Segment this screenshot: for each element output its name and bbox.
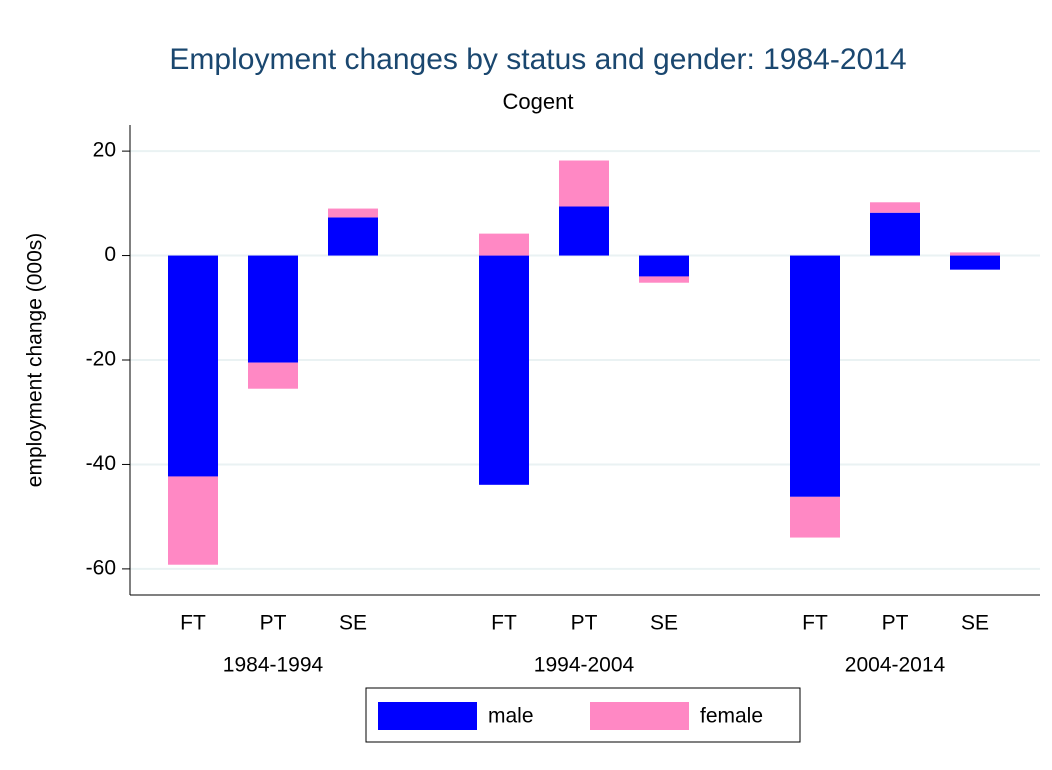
x-tick-label: PT (571, 612, 598, 635)
legend-label: female (700, 705, 763, 728)
bar (168, 476, 218, 565)
legend-swatch (378, 702, 477, 730)
x-tick-label: FT (180, 612, 206, 635)
y-tick-label: -40 (86, 452, 116, 475)
chart-subtitle: Cogent (503, 89, 574, 114)
bar (790, 496, 840, 538)
y-tick-label: 20 (93, 139, 116, 162)
x-tick-label: FT (491, 612, 517, 635)
bar (479, 255, 529, 485)
y-tick-label: -20 (86, 348, 116, 371)
y-axis-label: employment change (000s) (24, 233, 47, 487)
bar (559, 206, 609, 256)
legend-label: male (488, 705, 534, 728)
bar (248, 255, 298, 363)
bar (479, 233, 529, 256)
x-tick-label: FT (802, 612, 828, 635)
bar (639, 276, 689, 283)
x-tick-label: SE (650, 612, 678, 635)
bar (870, 212, 920, 256)
group-label: 1984-1994 (223, 654, 324, 677)
group-label: 1994-2004 (534, 654, 635, 677)
bar (870, 202, 920, 213)
bar (328, 208, 378, 218)
x-tick-label: SE (961, 612, 989, 635)
y-tick-label: 0 (104, 243, 116, 266)
y-tick-label: -60 (86, 556, 116, 579)
chart-title: Employment changes by status and gender:… (169, 43, 906, 76)
bar (248, 362, 298, 389)
bar (559, 160, 609, 207)
bar (950, 255, 1000, 270)
legend-swatch (590, 702, 689, 730)
bar (168, 255, 218, 477)
bar (790, 255, 840, 497)
bar (328, 217, 378, 256)
bar (950, 252, 1000, 256)
x-tick-label: SE (339, 612, 367, 635)
bar (639, 255, 689, 277)
group-label: 2004-2014 (845, 654, 946, 677)
x-tick-label: PT (882, 612, 909, 635)
x-tick-label: PT (260, 612, 287, 635)
